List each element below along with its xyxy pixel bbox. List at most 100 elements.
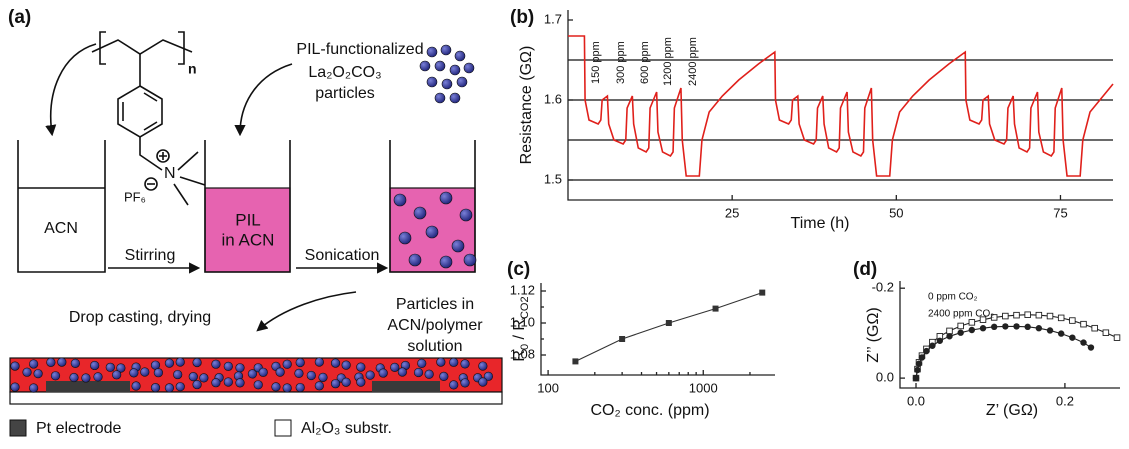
arrow — [256, 291, 357, 332]
data-point — [912, 374, 920, 382]
particle — [29, 383, 39, 393]
electrode — [46, 381, 130, 392]
particle — [175, 382, 185, 392]
particle — [90, 360, 100, 371]
particle — [211, 359, 221, 369]
particle — [483, 371, 493, 381]
particle — [46, 357, 56, 367]
particle — [341, 360, 351, 370]
particle — [93, 372, 103, 382]
data-point — [1024, 311, 1031, 318]
particle — [314, 381, 324, 391]
x-tick-label: 75 — [1053, 205, 1067, 220]
repeat-unit: n — [188, 61, 197, 77]
panel-label: (d) — [853, 259, 877, 280]
particle — [459, 208, 473, 222]
data-point — [918, 354, 926, 361]
particle — [164, 358, 175, 368]
particle — [393, 193, 407, 207]
particle — [425, 225, 439, 239]
particle — [188, 372, 198, 382]
particle — [140, 367, 150, 377]
step-label: Stirring — [125, 247, 176, 264]
particle — [294, 368, 304, 378]
data-point — [1080, 320, 1087, 328]
axis — [899, 281, 1120, 389]
axis-title-part: / R — [511, 319, 528, 344]
particle — [424, 369, 434, 379]
particle — [365, 370, 375, 380]
particle — [10, 382, 20, 392]
axis-title-part: R — [511, 350, 528, 362]
particle — [192, 357, 202, 368]
y-tick-label: -0.2 — [872, 280, 894, 295]
data-point — [1091, 324, 1098, 332]
data-point — [968, 326, 976, 334]
particle — [105, 362, 115, 372]
particle — [306, 370, 316, 381]
data-point — [759, 289, 766, 296]
particle — [439, 191, 453, 205]
particle — [50, 371, 61, 381]
beaker-label: in ACN — [222, 230, 275, 249]
particle — [434, 60, 446, 72]
panel-label: (a) — [8, 7, 31, 28]
particle — [275, 367, 285, 377]
particle — [318, 372, 328, 382]
y-tick-label: 1.12 — [510, 282, 535, 297]
particle — [341, 377, 351, 387]
particle — [449, 380, 459, 390]
data-point — [1002, 323, 1009, 330]
data-point — [979, 316, 987, 323]
particle — [314, 357, 324, 367]
particle-cluster — [419, 44, 475, 104]
particle — [390, 362, 400, 372]
particle — [413, 206, 427, 220]
particle — [478, 377, 488, 387]
y-axis-title: Z’’ (GΩ) — [865, 307, 882, 363]
product-label: solution — [407, 338, 462, 355]
cation-label: N — [164, 165, 176, 182]
particle — [69, 372, 79, 383]
x-tick-label: 0.0 — [907, 393, 925, 408]
data-point — [712, 305, 719, 312]
particle — [449, 92, 461, 104]
beaker — [204, 140, 291, 273]
data-line — [575, 292, 763, 362]
particle — [10, 361, 20, 371]
step-label: Sonication — [305, 247, 380, 264]
data-point — [572, 358, 579, 365]
x-tick-label: 1000 — [689, 380, 718, 395]
anion-label: PF₆ — [124, 189, 146, 204]
particle — [440, 44, 452, 56]
particle — [417, 358, 427, 368]
data-point — [1035, 311, 1043, 319]
particle — [460, 378, 470, 388]
axis — [540, 283, 775, 376]
particle — [451, 239, 465, 253]
data-point — [665, 320, 672, 326]
particle — [439, 371, 449, 381]
beaker-label: ACN — [44, 220, 78, 237]
particle — [164, 383, 175, 393]
data-point — [990, 323, 998, 331]
particle — [57, 357, 67, 367]
particle — [33, 369, 43, 379]
data-point — [1046, 327, 1054, 334]
data-point — [946, 333, 953, 340]
annotation: 600 ppm — [639, 41, 651, 84]
annotation: 1200 ppm — [662, 37, 674, 86]
particle — [460, 359, 470, 369]
electrode — [372, 381, 440, 392]
y-tick-label: 1.5 — [544, 171, 562, 186]
data-point — [1057, 314, 1065, 322]
particle — [223, 361, 233, 371]
particle — [295, 357, 305, 368]
x-tick-label: 50 — [889, 205, 903, 220]
particle — [175, 357, 185, 367]
particle — [330, 379, 341, 389]
particle-label: particles — [315, 85, 375, 102]
particle — [419, 60, 431, 72]
particle — [441, 78, 453, 90]
